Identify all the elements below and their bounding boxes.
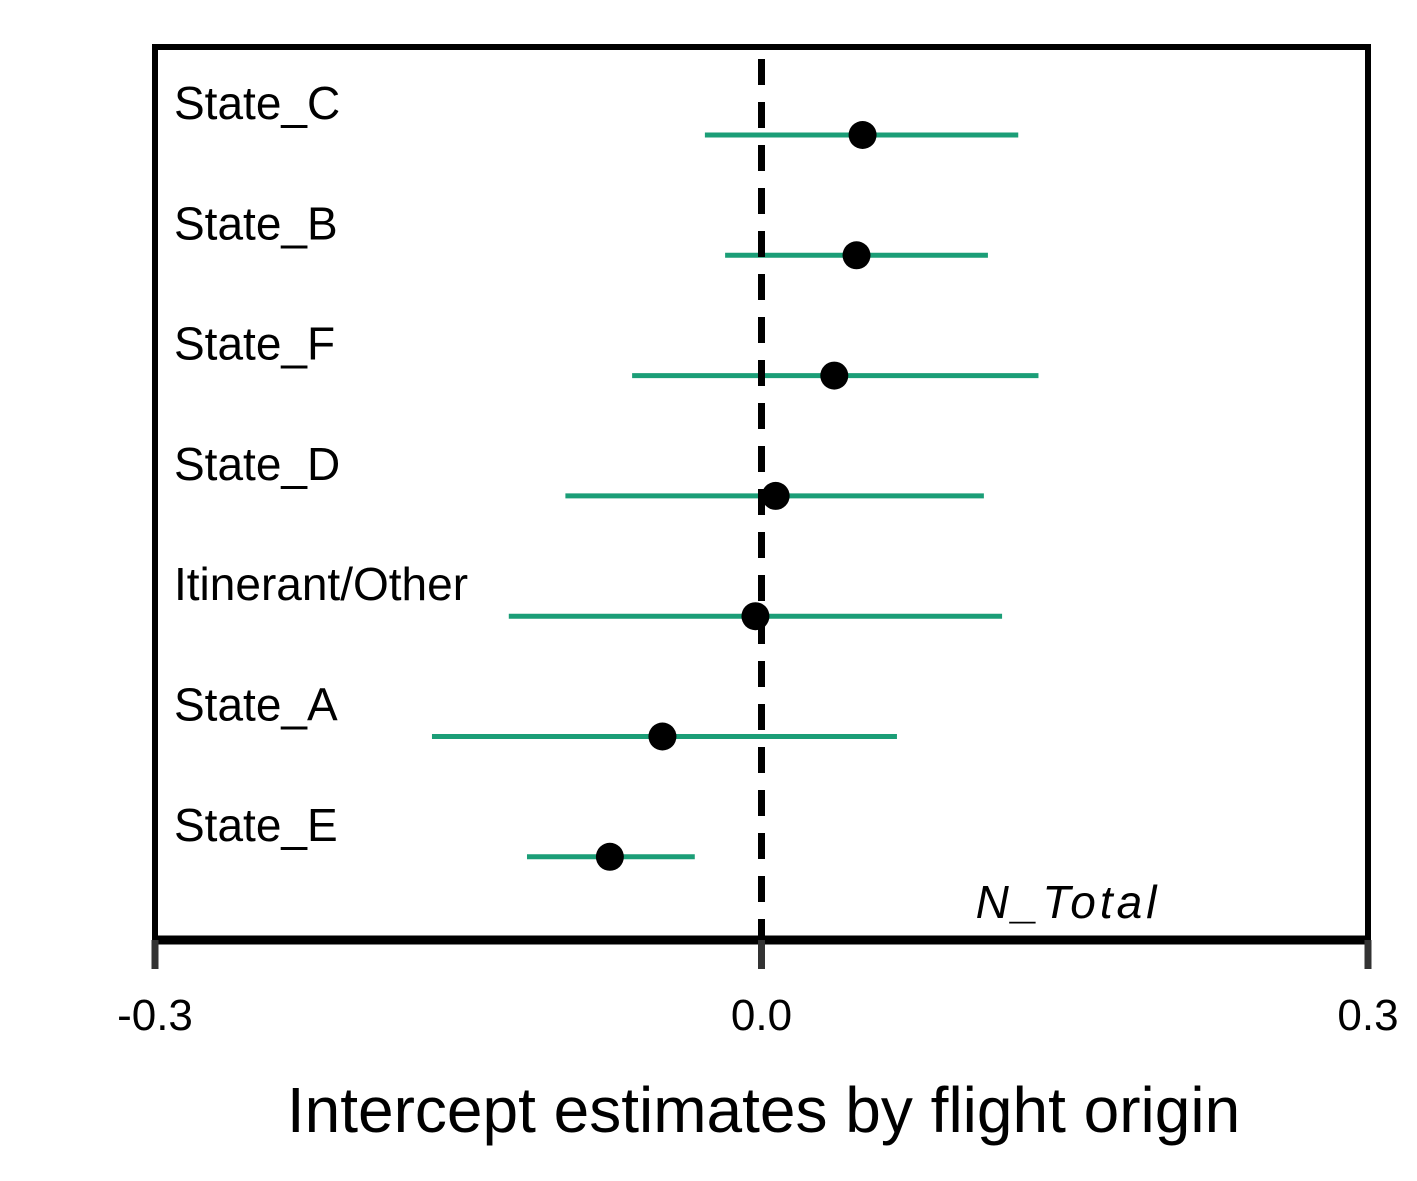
estimate-point [741,602,770,631]
x-axis-ticks: -0.3 0.0 0.3 [117,940,1399,1040]
estimate-point [648,722,677,751]
estimate-point [820,361,849,390]
estimate-point [761,481,790,510]
row-label: State_A [174,679,338,731]
row-label: State_D [174,438,340,490]
row-label: State_F [174,318,335,370]
row-label: State_E [174,799,338,851]
x-tick-label: 0.0 [731,991,792,1040]
estimate-point [595,842,624,871]
x-tick-label: 0.3 [1337,991,1398,1040]
row-label: State_B [174,197,338,249]
panel-label: N_Total [976,876,1161,928]
row-label: State_C [174,77,340,129]
x-tick-label: -0.3 [117,991,193,1040]
estimate-point [848,121,877,149]
marks-layer [595,121,877,871]
x-axis-title: Intercept estimates by flight origin [287,1074,1240,1146]
rows-layer: State_C State_B State_F State_D Itinerant/Ot… [174,77,1039,860]
row-label: Itinerant/Other [174,558,468,610]
estimate-point [842,241,871,270]
